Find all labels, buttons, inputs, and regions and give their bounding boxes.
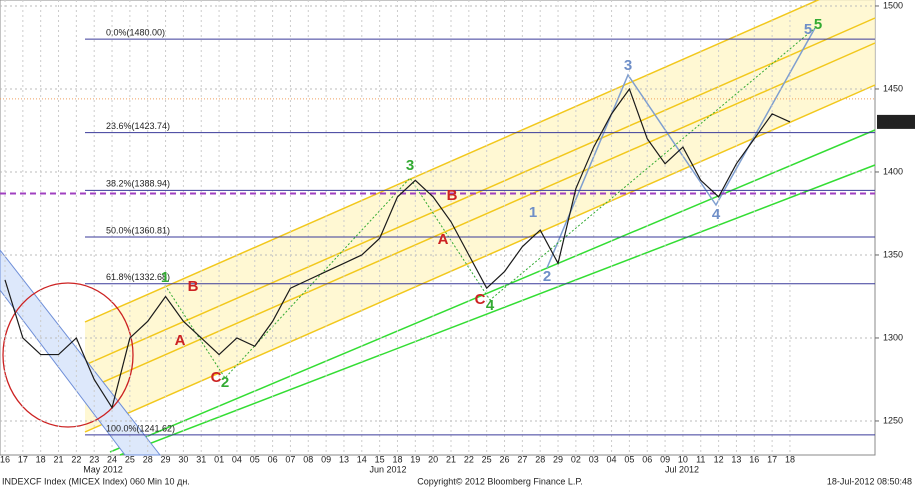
x-tick-label: 09: [660, 454, 670, 464]
x-tick-label: 12: [714, 454, 724, 464]
wave-label: 3: [406, 157, 414, 174]
x-tick-label: 26: [500, 454, 510, 464]
x-tick-label: 15: [375, 454, 385, 464]
wave-label: B: [447, 187, 458, 204]
x-tick-label: 04: [607, 454, 617, 464]
price-line: [4, 87, 791, 410]
wave-label: 2: [543, 268, 551, 285]
last-price: 1430.17: [880, 116, 913, 126]
green-lines: [109, 129, 876, 456]
x-tick-label: 11: [696, 454, 705, 464]
month-label: May 2012: [83, 464, 123, 474]
fib-label: 100.0%(1241.62): [106, 423, 175, 433]
x-tick-label: 16: [0, 454, 10, 464]
wave-label: C: [475, 291, 486, 308]
x-tick-label: 22: [464, 454, 474, 464]
x-tick-label: 28: [143, 454, 153, 464]
x-tick-label: 05: [624, 454, 634, 464]
x-tick-label: 29: [553, 454, 563, 464]
wave-label: 1: [161, 269, 169, 286]
y-tick-label: 1250: [883, 415, 903, 425]
wave-label: B: [188, 278, 199, 295]
x-tick-label: 10: [678, 454, 688, 464]
x-tick-label: 21: [446, 454, 456, 464]
x-tick-label: 31: [196, 454, 206, 464]
month-label: Jul 2012: [665, 464, 699, 474]
wave-label: C: [211, 369, 222, 386]
x-tick-label: 25: [482, 454, 492, 464]
x-tick-label: 18: [392, 454, 402, 464]
wave-label: 5: [804, 21, 812, 38]
fib-label: 61.8%(1332.68): [106, 272, 170, 282]
x-tick-label: 23: [89, 454, 99, 464]
wave-label: 4: [486, 297, 495, 314]
x-tick-label: 13: [731, 454, 741, 464]
y-tick-label: 1500: [883, 0, 903, 10]
wave-label: 3: [624, 57, 632, 74]
x-tick-label: 20: [428, 454, 438, 464]
x-tick-label: 08: [303, 454, 313, 464]
wave-label: 2: [221, 374, 229, 391]
fib-label: 0.0%(1480.00): [106, 28, 165, 38]
x-tick-label: 14: [357, 454, 367, 464]
wave-label: A: [438, 231, 449, 248]
x-tick-label: 17: [18, 454, 28, 464]
x-tick-label: 25: [125, 454, 135, 464]
x-tick-label: 21: [54, 454, 64, 464]
x-tick-label: 24: [107, 454, 117, 464]
x-tick-label: 01: [214, 454, 224, 464]
y-tick-label: 1450: [883, 83, 903, 93]
y-tick-label: 1300: [883, 332, 903, 342]
x-tick-label: 29: [161, 454, 171, 464]
x-tick-label: 30: [178, 454, 188, 464]
last-price-box: [877, 114, 915, 129]
footer-center: Copyright© 2012 Bloomberg Finance L.P.: [417, 476, 583, 486]
month-label: Jun 2012: [369, 464, 406, 474]
x-tick-label: 28: [535, 454, 545, 464]
x-tick-label: 09: [321, 454, 331, 464]
x-tick-label: 05: [250, 454, 260, 464]
x-tick-label: 19: [410, 454, 420, 464]
footer-left: INDEXCF Index (MICEX Index) 060 Min 10 д…: [2, 476, 190, 486]
x-tick-label: 27: [517, 454, 527, 464]
x-tick-label: 22: [71, 454, 81, 464]
yellow-channel: [84, 0, 876, 433]
x-tick-label: 18: [36, 454, 46, 464]
y-tick-label: 1400: [883, 166, 903, 176]
blue-channel: [0, 249, 162, 456]
footer-right: 18-Jul-2012 08:50:48: [827, 476, 912, 486]
x-tick-label: 18: [785, 454, 795, 464]
x-tick-label: 16: [749, 454, 759, 464]
x-tick-label: 04: [232, 454, 242, 464]
x-tick-label: 02: [571, 454, 581, 464]
fib-label: 38.2%(1388.94): [106, 179, 170, 189]
x-tick-label: 17: [767, 454, 777, 464]
x-tick-label: 06: [642, 454, 652, 464]
x-tick-label: 13: [339, 454, 349, 464]
fib-label: 23.6%(1423.74): [106, 121, 170, 131]
red-ellipse: [2, 282, 134, 428]
green-wave-lines: [164, 27, 816, 379]
wave-label: 4: [712, 206, 721, 223]
x-tick-label: 06: [268, 454, 278, 464]
x-tick-label: 07: [285, 454, 295, 464]
wave-label: A: [175, 332, 186, 349]
x-tick-label: 03: [589, 454, 599, 464]
wave-label: 1: [529, 204, 537, 221]
fib-label: 50.0%(1360.81): [106, 225, 170, 235]
wave-label: 5: [814, 16, 822, 33]
y-tick-label: 1350: [883, 249, 903, 259]
wave-lines: [546, 27, 816, 269]
